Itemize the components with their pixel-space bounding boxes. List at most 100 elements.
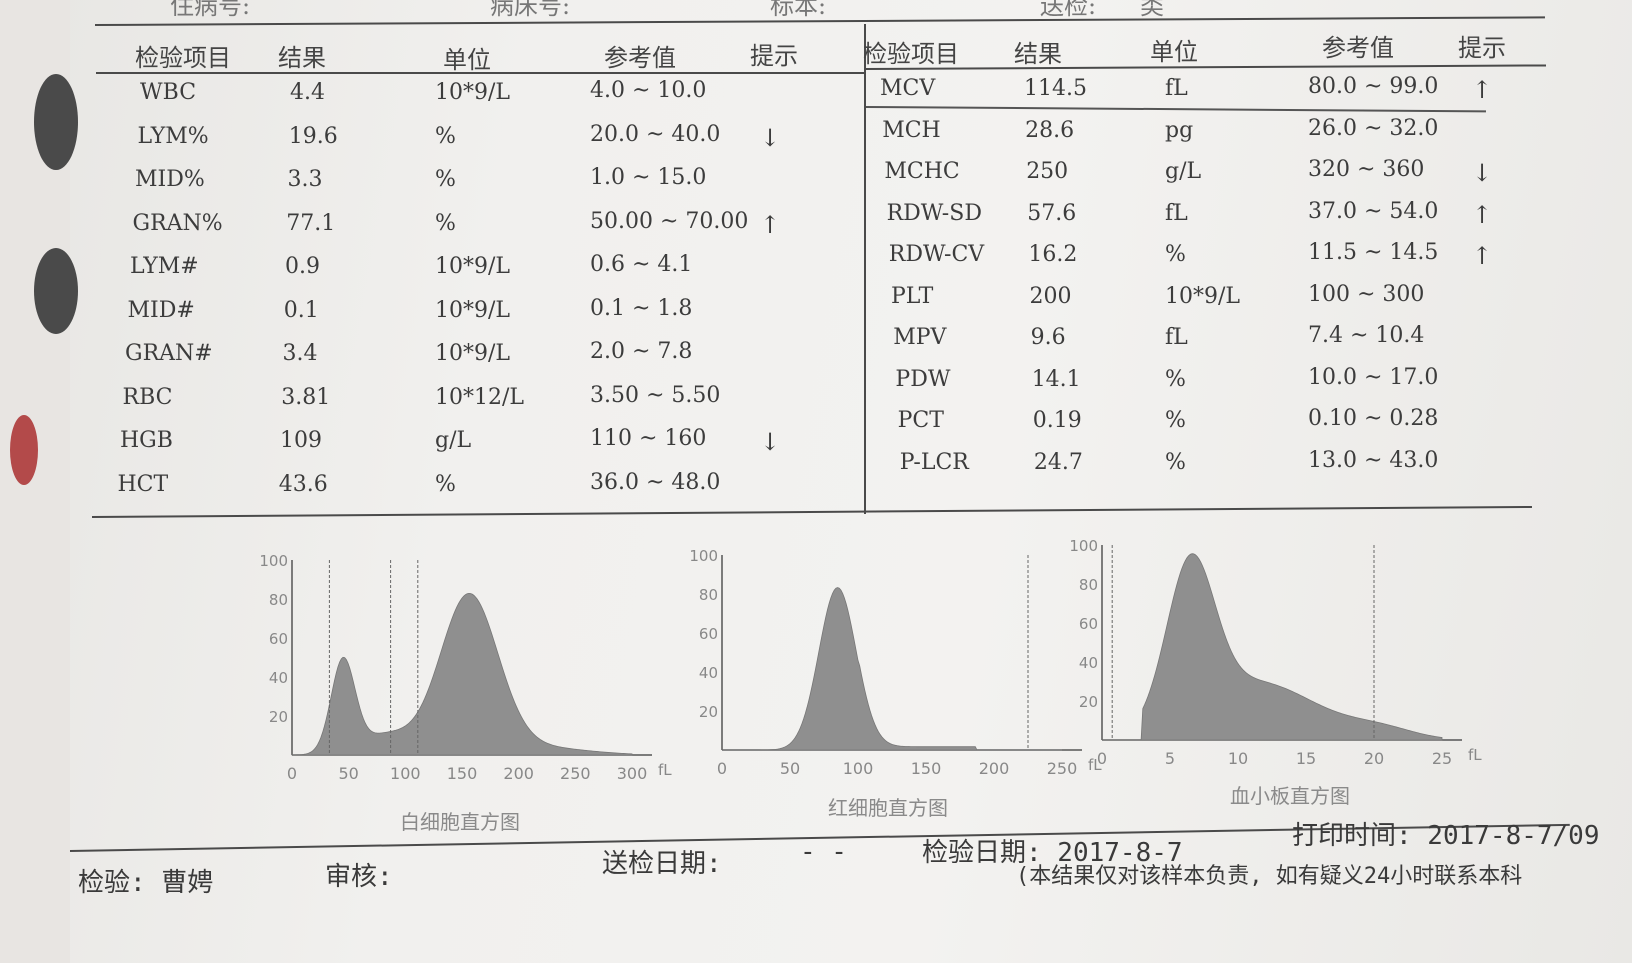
x-tick-label: 10 — [1228, 749, 1248, 768]
right-row-unit: fL — [1165, 200, 1188, 226]
right-row-result: 57.6 — [1027, 200, 1077, 226]
cloth-dot — [10, 415, 38, 485]
cloth-dot — [34, 248, 78, 334]
left-row-ref: 4.0 ~ 10.0 — [590, 78, 707, 103]
right-row-item: MCH — [882, 117, 941, 143]
left-row-result: 3.3 — [287, 167, 323, 192]
left-row-item: LYM% — [137, 123, 209, 149]
right-row-item: MPV — [893, 325, 947, 350]
top-label: 送检: — [1040, 0, 1097, 20]
left-row-result: 0.1 — [283, 297, 319, 323]
right-row-flag: ↑ — [1472, 76, 1493, 104]
left-row-ref: 110 ~ 160 — [590, 426, 707, 451]
x-tick-label: 300 — [617, 764, 648, 783]
right-row-flag: ↑ — [1472, 242, 1493, 270]
x-tick-label: 100 — [390, 764, 421, 783]
right-row-result: 16.2 — [1028, 242, 1078, 267]
right-header-item: 检验项目 — [863, 40, 959, 68]
test-date: 检验日期: 2017-8-7 — [922, 838, 1183, 868]
left-header-item: 检验项目 — [135, 44, 231, 72]
right-row-unit: g/L — [1165, 159, 1202, 184]
left-header-result: 结果 — [278, 44, 326, 72]
y-tick-label: 100 — [1069, 537, 1098, 555]
right-row-item: PDW — [895, 366, 951, 392]
left-row-item: MID% — [135, 167, 205, 192]
right-row-unit: pg — [1165, 117, 1194, 143]
histogram-area — [1102, 553, 1443, 741]
right-row-ref: 10.0 ~ 17.0 — [1308, 364, 1439, 390]
wbc-histogram-caption: 白细胞直方图 — [400, 810, 520, 834]
right-row-result: 24.7 — [1033, 449, 1083, 475]
y-tick-label: 40 — [1079, 654, 1098, 672]
left-row-ref: 1.0 ~ 15.0 — [590, 165, 707, 190]
right-row-ref: 100 ~ 300 — [1308, 281, 1425, 307]
left-row-result: 3.81 — [281, 384, 331, 410]
right-row-item: PCT — [897, 408, 944, 433]
left-row-unit: 10*9/L — [435, 341, 511, 366]
table-divider — [864, 24, 866, 514]
send-date-value: - - — [800, 837, 847, 867]
left-row-item: LYM# — [130, 254, 199, 279]
right-row-unit: % — [1165, 449, 1186, 475]
right-header-result: 结果 — [1014, 40, 1062, 68]
y-tick-label: 40 — [699, 664, 718, 682]
left-row-result: 0.9 — [285, 254, 320, 279]
header-rule-left — [96, 72, 866, 74]
left-row-item: GRAN# — [125, 341, 213, 366]
right-row-unit: % — [1165, 366, 1186, 392]
left-header-flag: 提示 — [750, 42, 798, 70]
left-row-flag: ↓ — [760, 428, 781, 456]
right-header-unit: 单位 — [1150, 38, 1198, 66]
x-tick-label: 15 — [1296, 749, 1316, 768]
right-row-unit: fL — [1165, 325, 1188, 350]
right-row-item: MCV — [880, 76, 936, 101]
left-row-unit: 10*9/L — [435, 297, 511, 323]
x-tick-label: 200 — [979, 759, 1010, 778]
pen-mark — [865, 106, 1486, 113]
left-row-unit: 10*9/L — [435, 254, 511, 279]
right-row-result: 250 — [1026, 159, 1069, 184]
left-row-item: WBC — [140, 80, 197, 105]
top-label: 标本: — [770, 0, 827, 20]
right-header-flag: 提示 — [1458, 34, 1506, 62]
right-row-item: P-LCR — [899, 449, 969, 475]
left-row-result: 109 — [280, 428, 322, 453]
right-row-unit: % — [1165, 242, 1186, 267]
top-label: 类 — [1140, 0, 1164, 20]
x-tick-label: 25 — [1432, 749, 1452, 768]
left-row-result: 4.4 — [290, 80, 325, 105]
x-tick-label: 0 — [717, 759, 727, 778]
print-time: 打印时间: 2017-8-7/09 — [1292, 821, 1600, 851]
left-header-ref: 参考值 — [604, 44, 676, 72]
histogram-area — [722, 587, 1062, 751]
right-row-ref: 26.0 ~ 32.0 — [1308, 115, 1439, 141]
left-row-result: 77.1 — [286, 210, 336, 236]
right-row-unit: % — [1165, 408, 1186, 433]
x-tick-label: 100 — [843, 759, 874, 778]
right-row-item: MCHC — [884, 159, 960, 184]
x-tick-label: 150 — [447, 764, 478, 783]
right-row-flag: ↑ — [1472, 200, 1493, 229]
right-row-result: 28.6 — [1025, 117, 1075, 143]
rbc-histogram: 20 40 60 80 100 0 50 100 150 200 250 fL — [670, 535, 1102, 785]
x-tick-label: 0 — [287, 764, 297, 783]
left-row-ref: 20.0 ~ 40.0 — [590, 121, 721, 147]
left-row-unit: % — [435, 210, 456, 236]
right-row-item: PLT — [891, 283, 934, 309]
right-row-ref: 13.0 ~ 43.0 — [1308, 447, 1439, 473]
disclaimer-note: (本结果仅对该样本负责, 如有疑义24小时联系本科 — [1016, 864, 1523, 889]
left-row-unit: % — [435, 167, 456, 192]
x-tick-label: 50 — [338, 764, 358, 783]
left-row-item: MID# — [127, 297, 195, 323]
left-row-flag: ↑ — [760, 210, 781, 239]
left-row-unit: 10*9/L — [435, 80, 511, 105]
left-row-item: HCT — [117, 471, 169, 497]
x-tick-label: 250 — [560, 764, 591, 783]
y-tick-label: 60 — [699, 625, 718, 643]
rbc-histogram-caption: 红细胞直方图 — [828, 796, 948, 820]
right-row-result: 200 — [1029, 283, 1072, 309]
send-date-label: 送检日期: — [602, 849, 722, 879]
right-row-ref: 80.0 ~ 99.0 — [1308, 74, 1439, 99]
x-unit-label: fL — [658, 761, 672, 779]
